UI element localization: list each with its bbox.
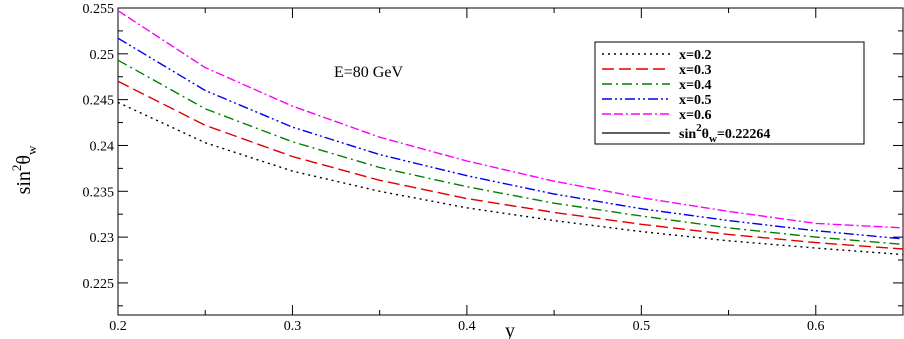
plot-frame [117,7,904,316]
chart-annotation: E=80 GeV [334,64,403,81]
legend-label-reference: sin2θw=0.22264 [679,122,770,145]
series-line-x=0.6 [117,10,904,229]
y-axis-label-symbol: θ [13,155,35,165]
legend-label: x=0.5 [679,93,711,108]
legend-label: x=0.3 [679,63,711,78]
y-tick-label: 0.23 [90,231,115,246]
y-tick-label: 0.24 [90,139,115,154]
y-tick-label: 0.245 [83,94,115,109]
series-line-x=0.4 [117,59,904,246]
x-tick-label: 0.5 [633,319,651,334]
y-tick-label: 0.235 [83,185,115,200]
y-tick-label: 0.225 [83,277,115,292]
y-axis-label-sup: 2 [9,165,24,172]
x-axis-label: y [505,320,515,339]
x-tick-label: 0.4 [458,319,476,334]
y-tick-label: 0.255 [83,2,115,17]
series-line-x=0.5 [117,37,904,240]
series-layer [117,10,904,256]
y-tick-label: 0.25 [90,48,115,63]
y-axis-label-prefix: sin [13,171,35,194]
series-line-x=0.3 [117,80,904,250]
x-tick-label: 0.6 [807,319,825,334]
legend-label: x=0.2 [679,48,711,63]
legend-box [594,41,865,145]
y-axis-label: sin2θw [9,145,39,194]
series-line-x=0.2 [117,101,904,256]
legend-label: x=0.6 [679,108,711,123]
x-tick-label: 0.2 [109,319,127,334]
legend-label: x=0.4 [679,78,711,93]
y-axis-label-sub: w [24,145,39,155]
svg-text:sin2θw: sin2θw [9,145,39,194]
axes: 0.2 0.3 0.4 0.5 0.6 0.225 0.23 0.235 0.24 0.245 0.… [83,2,904,334]
x-tick-label: 0.3 [284,319,302,334]
